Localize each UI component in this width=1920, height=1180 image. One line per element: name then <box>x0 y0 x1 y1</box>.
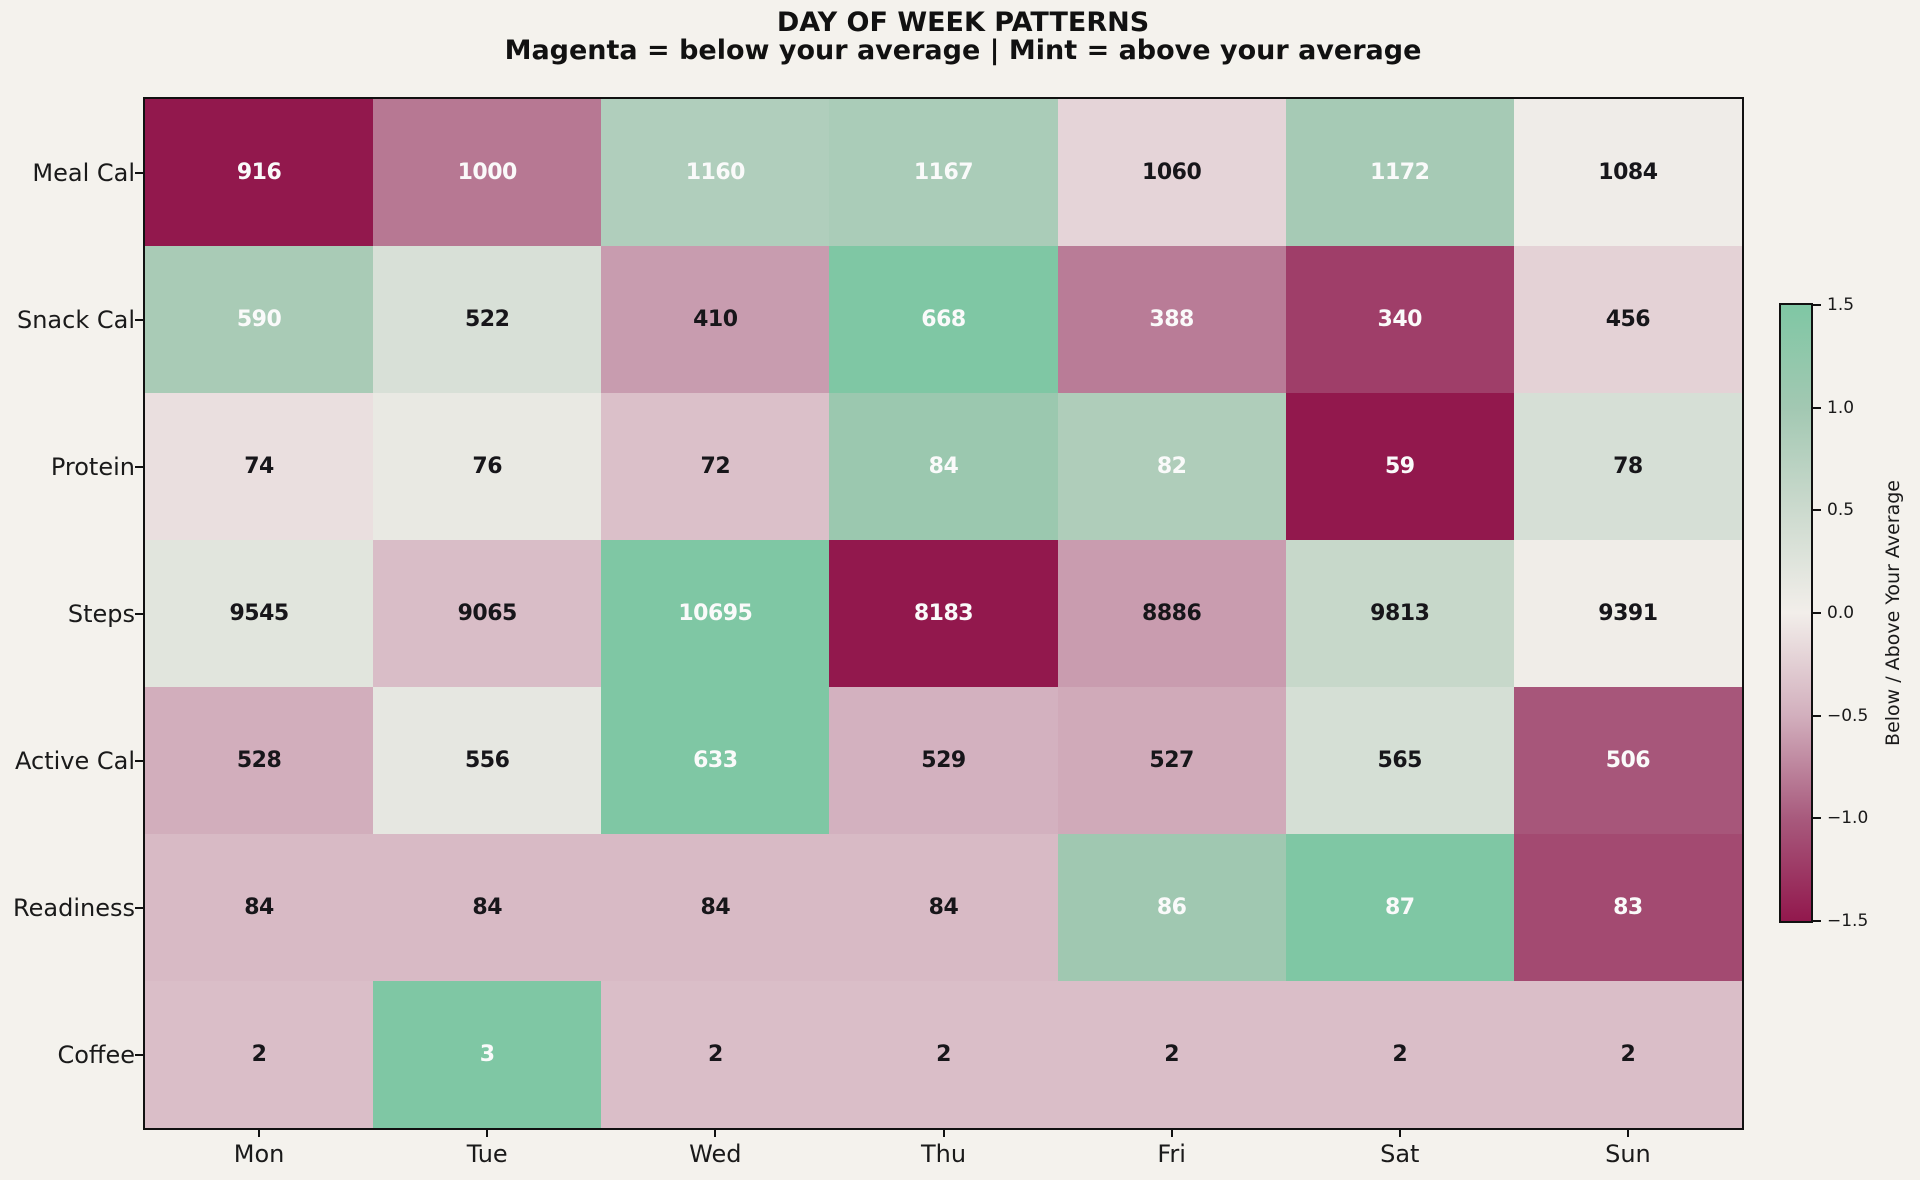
heatmap-cell: 522 <box>373 246 602 393</box>
colorbar-tick-label: 1.5 <box>1827 295 1855 315</box>
heatmap-cell: 83 <box>1513 834 1742 981</box>
colorbar-tick-label: −1.0 <box>1827 808 1869 829</box>
heatmap-cell: 82 <box>1057 393 1286 540</box>
colorbar-tick-mark <box>1813 304 1821 306</box>
heatmap-cell: 1172 <box>1285 99 1514 246</box>
heatmap-cell: 84 <box>829 834 1058 981</box>
heatmap-cell: 1160 <box>601 99 830 246</box>
heatmap-cell: 86 <box>1057 834 1286 981</box>
x-tick-mark <box>1398 1130 1401 1137</box>
x-tick-mark <box>714 1130 717 1137</box>
colorbar-axis-label: Below / Above Your Average <box>1882 480 1904 746</box>
heatmap-cell: 1167 <box>829 99 1058 246</box>
heatmap-cell: 590 <box>145 246 374 393</box>
y-tick-mark <box>135 171 143 174</box>
x-tick-mark <box>1170 1130 1173 1137</box>
heatmap-plot-area: 916 1000 1160 1167 1060 1172 1084 590 522 410 668 3… <box>143 97 1744 1130</box>
x-tick-label: Fri <box>1157 1140 1186 1168</box>
x-tick-mark <box>258 1130 261 1137</box>
heatmap-cell: 565 <box>1285 687 1514 834</box>
y-tick-label: Meal Cal <box>32 158 135 187</box>
colorbar-tick-mark <box>1813 920 1821 922</box>
y-tick-label: Snack Cal <box>16 305 135 334</box>
heatmap-cell: 1000 <box>373 99 602 246</box>
y-tick-mark <box>135 906 143 909</box>
heatmap-cell: 84 <box>829 393 1058 540</box>
x-tick-label: Sun <box>1605 1140 1651 1168</box>
heatmap-cell: 633 <box>601 687 830 834</box>
heatmap-cell: 340 <box>1285 246 1514 393</box>
heatmap-cell: 1084 <box>1513 99 1742 246</box>
y-tick-label: Protein <box>50 452 135 481</box>
y-tick-mark <box>135 465 143 468</box>
chart-title-line2: Magenta = below your average | Mint = ab… <box>504 35 1422 66</box>
heatmap-cell: 72 <box>601 393 830 540</box>
colorbar <box>1779 303 1813 923</box>
heatmap-cell: 1060 <box>1057 99 1286 246</box>
heatmap-cell: 2 <box>829 981 1058 1128</box>
colorbar-tick-mark <box>1813 509 1821 512</box>
y-tick-label: Steps <box>67 599 135 628</box>
heatmap-cell: 528 <box>145 687 374 834</box>
x-tick-label: Thu <box>920 1140 967 1168</box>
heatmap-cell: 10695 <box>601 540 830 687</box>
x-tick-label: Sat <box>1380 1140 1420 1168</box>
heatmap-cell: 388 <box>1057 246 1286 393</box>
heatmap-cell: 506 <box>1513 687 1742 834</box>
heatmap-cell: 2 <box>145 981 374 1128</box>
heatmap-cell: 2 <box>1285 981 1514 1128</box>
colorbar-tick-label: −1.5 <box>1827 911 1869 931</box>
heatmap-cell: 78 <box>1513 393 1742 540</box>
chart-title-line1: DAY OF WEEK PATTERNS <box>776 7 1150 38</box>
heatmap-cell: 2 <box>601 981 830 1128</box>
x-tick-label: Wed <box>689 1140 742 1168</box>
heatmap-cell: 9545 <box>145 540 374 687</box>
heatmap-cell: 8886 <box>1057 540 1286 687</box>
y-tick-label: Readiness <box>13 893 135 922</box>
heatmap-cell: 84 <box>601 834 830 981</box>
y-tick-mark <box>135 759 143 762</box>
colorbar-tick-label: 0.0 <box>1827 603 1855 623</box>
heatmap-cell: 3 <box>373 981 602 1128</box>
chart-title: DAY OF WEEK PATTERNS Magenta = below you… <box>0 9 1920 65</box>
y-tick-mark <box>135 612 143 615</box>
y-tick-mark <box>135 1053 143 1056</box>
y-tick-label: Active Cal <box>15 746 135 775</box>
heatmap-cell: 84 <box>373 834 602 981</box>
heatmap-cell: 8183 <box>829 540 1058 687</box>
colorbar-tick-mark <box>1813 714 1821 717</box>
heatmap-cell: 668 <box>829 246 1058 393</box>
heatmap-cell: 84 <box>145 834 374 981</box>
colorbar-tick-label: 0.5 <box>1827 500 1855 521</box>
heatmap-cell: 916 <box>145 99 374 246</box>
heatmap-cell: 9813 <box>1285 540 1514 687</box>
colorbar-tick-label: 1.0 <box>1827 397 1855 418</box>
x-tick-mark <box>486 1130 489 1137</box>
heatmap-cell: 529 <box>829 687 1058 834</box>
heatmap-cell: 527 <box>1057 687 1286 834</box>
heatmap-cell: 456 <box>1513 246 1742 393</box>
x-tick-mark <box>942 1130 945 1137</box>
heatmap-cell: 76 <box>373 393 602 540</box>
heatmap-cell: 9391 <box>1513 540 1742 687</box>
colorbar-tick-label: −0.5 <box>1827 705 1869 726</box>
colorbar-tick-mark <box>1813 406 1821 409</box>
heatmap-cell: 59 <box>1285 393 1514 540</box>
colorbar-tick-mark <box>1813 817 1821 820</box>
heatmap-cell: 9065 <box>373 540 602 687</box>
y-tick-label: Coffee <box>57 1040 135 1069</box>
heatmap-cell: 410 <box>601 246 830 393</box>
colorbar-tick-mark <box>1813 612 1821 614</box>
heatmap-cell: 74 <box>145 393 374 540</box>
x-tick-label: Mon <box>233 1140 285 1168</box>
heatmap-cell: 2 <box>1513 981 1742 1128</box>
heatmap-cell: 556 <box>373 687 602 834</box>
y-tick-mark <box>135 318 143 321</box>
heatmap-cell: 2 <box>1057 981 1286 1128</box>
x-tick-label: Tue <box>466 1140 508 1168</box>
heatmap-cell: 87 <box>1285 834 1514 981</box>
x-tick-mark <box>1626 1130 1629 1137</box>
